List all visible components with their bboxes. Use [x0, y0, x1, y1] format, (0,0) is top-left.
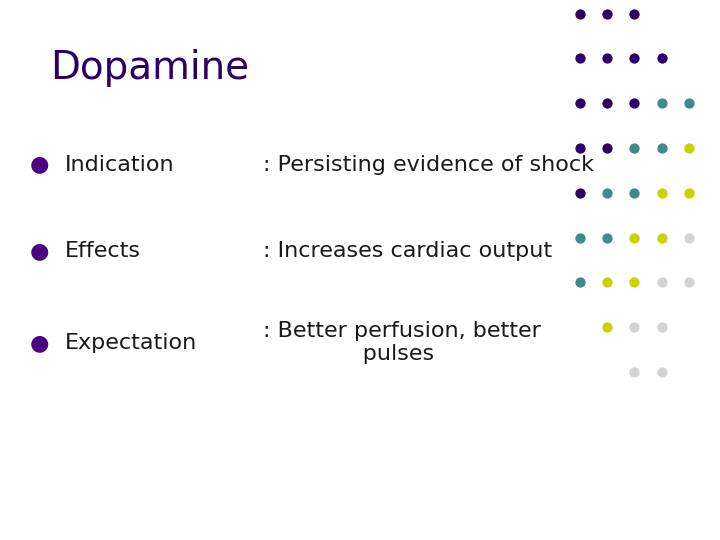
Point — [574, 144, 585, 152]
Point — [656, 233, 667, 242]
Point — [683, 99, 695, 107]
Point — [574, 99, 585, 107]
Text: ●: ● — [30, 154, 49, 175]
Point — [629, 188, 640, 197]
Point — [683, 144, 695, 152]
Point — [656, 323, 667, 332]
Point — [629, 233, 640, 242]
Point — [574, 9, 585, 18]
Point — [601, 233, 613, 242]
Point — [656, 54, 667, 63]
Text: : Persisting evidence of shock: : Persisting evidence of shock — [263, 154, 594, 175]
Point — [601, 323, 613, 332]
Point — [601, 188, 613, 197]
Point — [629, 368, 640, 376]
Point — [629, 9, 640, 18]
Point — [574, 278, 585, 287]
Point — [683, 233, 695, 242]
Point — [629, 144, 640, 152]
Point — [601, 54, 613, 63]
Point — [574, 188, 585, 197]
Text: ●: ● — [30, 333, 49, 353]
Point — [574, 233, 585, 242]
Point — [629, 323, 640, 332]
Point — [601, 278, 613, 287]
Text: Expectation: Expectation — [65, 333, 197, 353]
Text: Indication: Indication — [65, 154, 174, 175]
Point — [656, 188, 667, 197]
Point — [656, 368, 667, 376]
Text: : Increases cardiac output: : Increases cardiac output — [263, 241, 552, 261]
Point — [683, 278, 695, 287]
Text: ●: ● — [30, 241, 49, 261]
Point — [601, 144, 613, 152]
Point — [656, 99, 667, 107]
Point — [629, 54, 640, 63]
Point — [656, 278, 667, 287]
Text: : Better perfusion, better
              pulses: : Better perfusion, better pulses — [263, 321, 541, 365]
Point — [629, 99, 640, 107]
Point — [601, 9, 613, 18]
Point — [683, 188, 695, 197]
Point — [574, 54, 585, 63]
Point — [656, 144, 667, 152]
Text: Effects: Effects — [65, 241, 141, 261]
Point — [629, 278, 640, 287]
Text: Dopamine: Dopamine — [50, 49, 250, 86]
Point — [601, 99, 613, 107]
